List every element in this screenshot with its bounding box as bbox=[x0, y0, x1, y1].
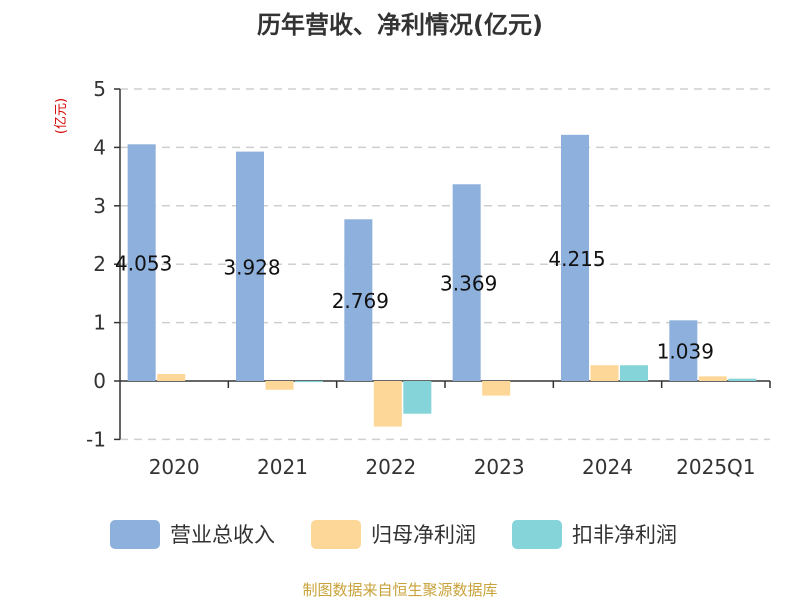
data-label: 2.769 bbox=[332, 289, 389, 313]
legend-swatch bbox=[311, 520, 361, 549]
x-tick-label: 2020 bbox=[149, 455, 200, 479]
data-label: 4.215 bbox=[548, 247, 605, 271]
data-label: 3.928 bbox=[223, 255, 280, 279]
y-tick-label: 1 bbox=[93, 311, 106, 335]
grid-lines bbox=[120, 88, 770, 441]
bar-1[interactable] bbox=[127, 144, 156, 381]
bar-1[interactable] bbox=[561, 134, 589, 381]
legend[interactable]: 营业总收入 归母净利润 扣非净利润 bbox=[110, 520, 677, 549]
y-tick-label: 4 bbox=[93, 135, 106, 159]
legend-item[interactable]: 营业总收入 bbox=[110, 520, 275, 549]
y-tick-label: 5 bbox=[93, 77, 106, 101]
axes: -1 0 1 2 3 4 5 2020 2021 2022 2023 2024 2025Q1 bbox=[86, 77, 771, 479]
legend-item[interactable]: 扣非净利润 bbox=[512, 520, 677, 549]
bars bbox=[127, 134, 757, 427]
bar-2[interactable] bbox=[482, 381, 511, 396]
legend-swatch bbox=[512, 520, 562, 549]
bar-3[interactable] bbox=[295, 381, 323, 383]
data-label: 4.053 bbox=[115, 252, 172, 276]
x-tick-label: 2022 bbox=[365, 455, 416, 479]
legend-label: 扣非净利润 bbox=[572, 523, 677, 547]
bar-2[interactable] bbox=[157, 373, 186, 381]
bar-1[interactable] bbox=[344, 219, 373, 381]
y-tick-label: 2 bbox=[93, 252, 106, 276]
y-tick-label: 3 bbox=[93, 194, 106, 218]
bar-3[interactable] bbox=[620, 365, 648, 381]
source-note: 制图数据来自恒生聚源数据库 bbox=[302, 581, 497, 599]
bar-2[interactable] bbox=[590, 365, 619, 381]
legend-swatch bbox=[110, 520, 160, 549]
bar-2[interactable] bbox=[698, 376, 727, 381]
x-tick-label: 2025Q1 bbox=[676, 455, 755, 479]
data-label: 1.039 bbox=[657, 340, 714, 364]
legend-label: 营业总收入 bbox=[170, 523, 275, 547]
y-tick-label: -1 bbox=[86, 427, 106, 451]
data-labels: 4.053 3.928 2.769 3.369 4.215 1.039 bbox=[115, 247, 714, 364]
y-tick-label: 0 bbox=[93, 369, 106, 393]
bar-1[interactable] bbox=[236, 151, 264, 381]
bar-2[interactable] bbox=[265, 381, 294, 390]
legend-label: 归母净利润 bbox=[371, 523, 476, 547]
x-tick-label: 2023 bbox=[474, 455, 525, 479]
bar-2[interactable] bbox=[373, 381, 402, 427]
bar-3[interactable] bbox=[403, 381, 432, 414]
y-axis-unit-label: (亿元) bbox=[54, 98, 69, 134]
data-label: 3.369 bbox=[440, 272, 497, 296]
x-tick-label: 2024 bbox=[582, 455, 633, 479]
bar-1[interactable] bbox=[669, 320, 698, 381]
legend-item[interactable]: 归母净利润 bbox=[311, 520, 476, 549]
x-tick-label: 2021 bbox=[257, 455, 308, 479]
bar-3[interactable] bbox=[728, 378, 757, 381]
bar-1[interactable] bbox=[452, 184, 481, 381]
chart-title: 历年营收、净利情况(亿元) bbox=[257, 11, 543, 39]
